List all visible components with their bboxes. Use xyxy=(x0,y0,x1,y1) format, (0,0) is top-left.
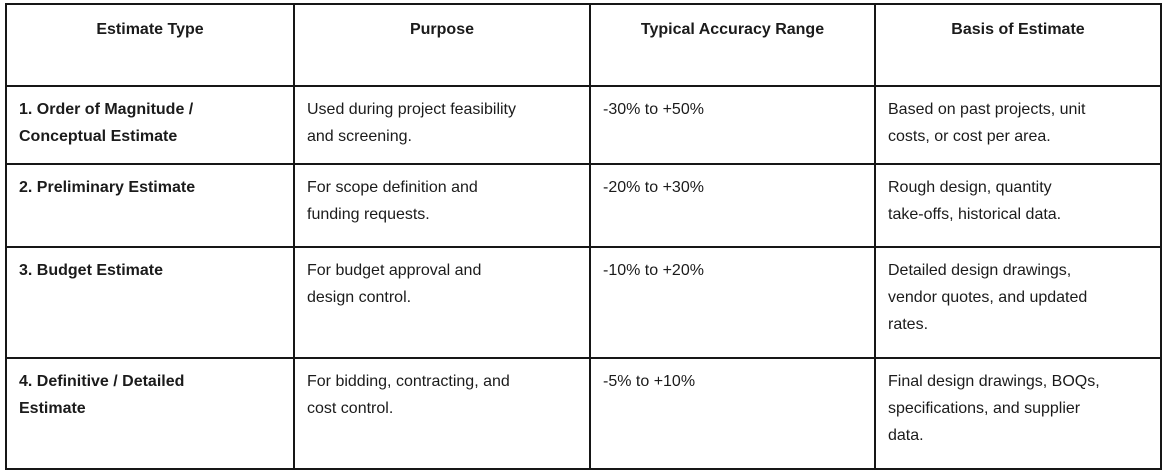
cell-basis: Rough design, quantity take-offs, histor… xyxy=(874,163,1162,248)
header-cell-typical-accuracy-range: Typical Accuracy Range xyxy=(589,3,876,87)
estimates-table: Estimate Type Purpose Typical Accuracy R… xyxy=(5,3,1162,470)
table-row: 4. Definitive / Detailed Estimate For bi… xyxy=(5,357,1162,470)
header-cell-basis-of-estimate: Basis of Estimate xyxy=(874,3,1162,87)
cell-estimate-type: 4. Definitive / Detailed Estimate xyxy=(5,357,295,470)
table-row: 1. Order of Magnitude / Conceptual Estim… xyxy=(5,85,1162,165)
cell-estimate-type: 3. Budget Estimate xyxy=(5,246,295,359)
cell-accuracy-range: -10% to +20% xyxy=(589,246,876,359)
header-cell-purpose: Purpose xyxy=(293,3,591,87)
cell-purpose: For scope definition and funding request… xyxy=(293,163,591,248)
table-header-row: Estimate Type Purpose Typical Accuracy R… xyxy=(5,3,1162,87)
cell-basis: Detailed design drawings, vendor quotes,… xyxy=(874,246,1162,359)
cell-accuracy-range: -20% to +30% xyxy=(589,163,876,248)
cell-accuracy-range: -5% to +10% xyxy=(589,357,876,470)
table-row: 3. Budget Estimate For budget approval a… xyxy=(5,246,1162,359)
cell-purpose: Used during project feasibility and scre… xyxy=(293,85,591,165)
cell-accuracy-range: -30% to +50% xyxy=(589,85,876,165)
cell-basis: Based on past projects, unit costs, or c… xyxy=(874,85,1162,165)
cell-estimate-type: 2. Preliminary Estimate xyxy=(5,163,295,248)
table-row: 2. Preliminary Estimate For scope defini… xyxy=(5,163,1162,248)
cell-basis: Final design drawings, BOQs, specificati… xyxy=(874,357,1162,470)
header-cell-estimate-type: Estimate Type xyxy=(5,3,295,87)
cell-purpose: For bidding, contracting, and cost contr… xyxy=(293,357,591,470)
cell-purpose: For budget approval and design control. xyxy=(293,246,591,359)
cell-estimate-type: 1. Order of Magnitude / Conceptual Estim… xyxy=(5,85,295,165)
